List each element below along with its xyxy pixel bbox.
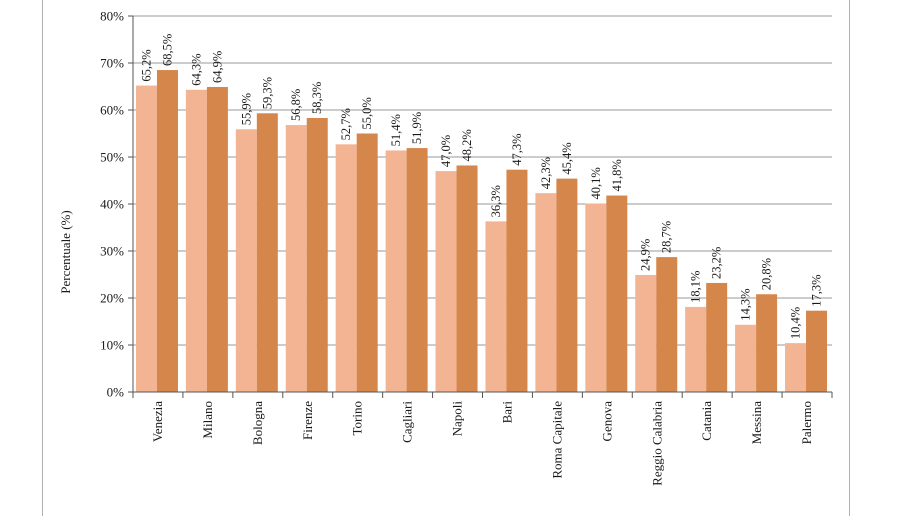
- bar-series-1: [185, 89, 207, 392]
- x-tick-label: Firenze: [300, 401, 315, 440]
- data-label: 28,7%: [660, 221, 674, 253]
- bar-series-2: [156, 70, 178, 393]
- bar-series-2: [656, 257, 678, 392]
- x-tick-label: Bologna: [250, 401, 265, 445]
- bar-series-1: [785, 343, 807, 392]
- data-label: 23,2%: [710, 247, 724, 279]
- data-label: 24,9%: [639, 239, 653, 271]
- bar-series-1: [285, 125, 307, 392]
- bar-series-2: [756, 294, 778, 392]
- bar-series-1: [435, 171, 457, 392]
- y-tick-label: 0%: [107, 385, 125, 400]
- data-label: 17,3%: [810, 274, 824, 306]
- data-label: 55,9%: [239, 93, 253, 125]
- x-tick-label: Torino: [350, 401, 365, 435]
- y-tick-label: 30%: [100, 244, 124, 259]
- data-label: 14,3%: [739, 288, 753, 320]
- x-tick-label: Genova: [599, 401, 614, 442]
- bar-series-2: [806, 310, 828, 392]
- bar-series-2: [356, 133, 378, 392]
- data-label: 48,2%: [460, 129, 474, 161]
- tick-labels: 0% 10% 20% 30% 40% 50% 60% 70% 80% Venezia Milano B…: [100, 9, 814, 486]
- data-label: 59,3%: [260, 77, 274, 109]
- x-tick-label: Napoli: [450, 401, 465, 437]
- bar-series-2: [706, 282, 728, 392]
- bar-series-2: [256, 113, 278, 392]
- y-tick-label: 50%: [100, 150, 124, 165]
- x-tick-label: Roma Capitale: [549, 401, 564, 479]
- y-tick-label: 60%: [100, 103, 124, 118]
- bar-series-1: [735, 324, 757, 392]
- bar-series-1: [335, 144, 357, 392]
- y-tick-label: 40%: [100, 197, 124, 212]
- bar-series-2: [206, 86, 228, 392]
- y-tick-label: 80%: [100, 9, 124, 24]
- data-label: 56,8%: [289, 89, 303, 121]
- data-label: 68,5%: [160, 34, 174, 66]
- data-label: 47,0%: [439, 135, 453, 167]
- bars: [135, 70, 828, 393]
- data-label: 55,0%: [360, 97, 374, 129]
- bar-series-1: [535, 193, 557, 392]
- bar-series-1: [385, 150, 407, 392]
- data-labels: 65,2% 64,3% 55,9% 56,8% 52,7% 51,4% 47,0% 36,3%…: [139, 34, 823, 339]
- bar-series-2: [306, 117, 328, 393]
- data-label: 65,2%: [139, 49, 153, 81]
- data-label: 36,3%: [489, 185, 503, 217]
- data-label: 20,8%: [760, 258, 774, 290]
- data-label: 41,8%: [610, 159, 624, 191]
- bar-series-2: [556, 178, 578, 392]
- bar-series-1: [235, 129, 257, 392]
- y-axis-title: Percentuale (%): [58, 210, 73, 293]
- x-tick-label: Catania: [699, 401, 714, 441]
- bar-series-2: [406, 148, 428, 392]
- bar-series-1: [585, 203, 607, 392]
- left-border-line: [42, 0, 43, 516]
- bar-series-1: [135, 85, 157, 392]
- data-label: 10,4%: [789, 307, 803, 339]
- data-label: 45,4%: [560, 142, 574, 174]
- y-tick-label: 10%: [100, 338, 124, 353]
- y-tick-label: 70%: [100, 56, 124, 71]
- data-label: 52,7%: [339, 108, 353, 140]
- data-label: 51,4%: [389, 114, 403, 146]
- x-tick-label: Cagliari: [400, 401, 415, 443]
- data-label: 51,9%: [410, 112, 424, 144]
- data-label: 40,1%: [589, 167, 603, 199]
- x-tick-label: Venezia: [150, 401, 165, 442]
- bar-series-1: [685, 306, 707, 392]
- y-tick-label: 20%: [100, 291, 124, 306]
- right-border-line: [849, 0, 850, 516]
- data-label: 64,3%: [189, 53, 203, 85]
- bar-series-2: [506, 169, 528, 392]
- bar-series-1: [485, 221, 507, 392]
- data-label: 42,3%: [539, 157, 553, 189]
- x-tick-label: Messina: [749, 401, 764, 445]
- x-tick-label: Bari: [499, 401, 514, 424]
- x-tick-label: Palermo: [799, 401, 814, 444]
- data-label: 64,9%: [210, 51, 224, 83]
- x-tick-label: Reggio Calabria: [649, 401, 664, 486]
- axes: [128, 15, 833, 398]
- bar-series-2: [606, 195, 628, 392]
- x-tick-label: Milano: [200, 401, 215, 439]
- bar-series-1: [635, 274, 657, 392]
- bar-series-2: [456, 165, 478, 392]
- data-label: 58,3%: [310, 82, 324, 114]
- data-label: 18,1%: [689, 271, 703, 303]
- data-label: 47,3%: [510, 133, 524, 165]
